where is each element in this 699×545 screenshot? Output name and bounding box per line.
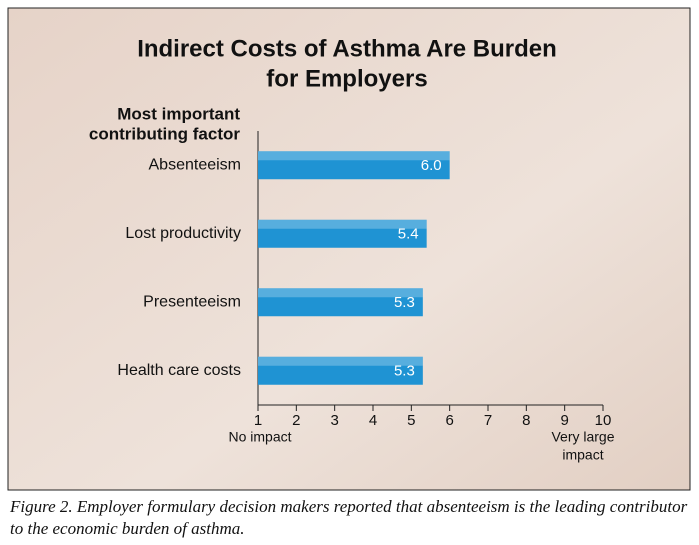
bar-highlight (258, 288, 423, 298)
value-label: 5.4 (398, 226, 419, 243)
bar (258, 356, 423, 385)
x-min-label: No impact (228, 429, 291, 445)
x-tick-label: 5 (407, 412, 415, 429)
bar (258, 151, 450, 180)
bar-highlight (258, 356, 423, 366)
value-label: 5.3 (394, 294, 415, 311)
x-tick-label: 7 (484, 412, 492, 429)
bar-highlight (258, 219, 427, 229)
caption: Figure 2. Employer formulary decision ma… (10, 497, 688, 538)
x-tick-label: 10 (595, 412, 612, 429)
y-tick-label: Health care costs (117, 362, 241, 379)
x-tick-label: 6 (445, 412, 453, 429)
bar (258, 288, 423, 317)
x-tick-label: 4 (369, 412, 377, 429)
chart-title: for Employers (266, 65, 427, 92)
frame (7, 7, 691, 491)
y-tick-label: Presenteeism (143, 293, 241, 310)
chart-title: Indirect Costs of Asthma Are Burden (137, 35, 557, 62)
x-tick-label: 1 (254, 412, 262, 429)
x-tick-label: 9 (560, 412, 568, 429)
value-label: 6.0 (421, 157, 442, 174)
y-tick-label: Lost productivity (125, 225, 241, 242)
chart: Indirect Costs of Asthma Are Burden for … (7, 7, 691, 491)
x-tick-label: 8 (522, 412, 530, 429)
bar-highlight (258, 151, 450, 161)
x-max-label: Very large (551, 429, 614, 445)
y-tick-label: Absenteeism (149, 156, 242, 173)
x-tick-label: 3 (330, 412, 338, 429)
axis-title: contributing factor (89, 124, 240, 143)
x-max-label: impact (562, 447, 603, 463)
value-label: 5.3 (394, 363, 415, 380)
x-tick-label: 2 (292, 412, 300, 429)
bar (258, 219, 427, 248)
axis-title: Most important (117, 104, 240, 123)
